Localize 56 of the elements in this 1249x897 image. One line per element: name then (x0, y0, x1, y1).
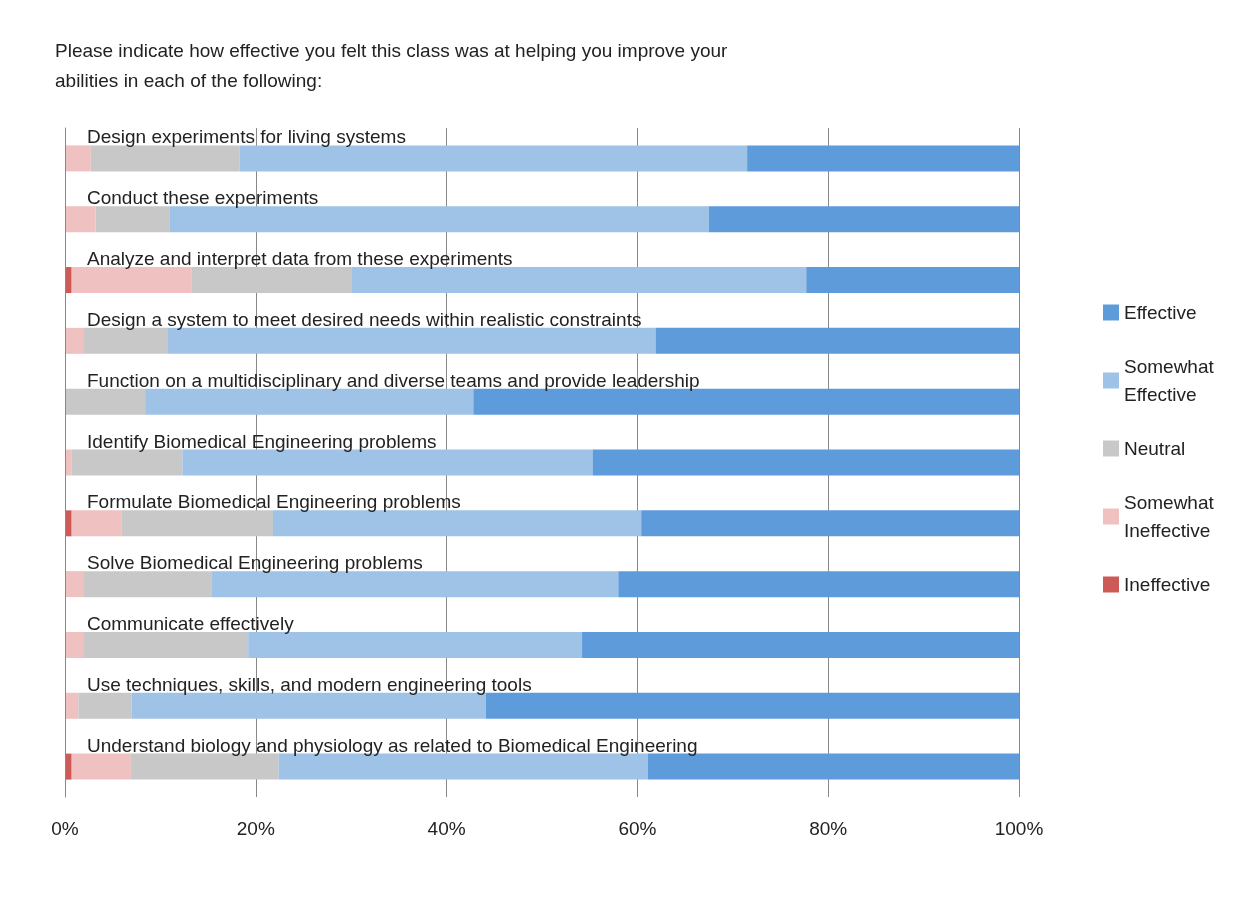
bar (83, 571, 212, 598)
legend-label: Ineffective (1124, 574, 1211, 595)
x-tick-label: 0% (51, 818, 79, 839)
bar (65, 388, 146, 415)
bar (65, 692, 79, 719)
bar (65, 510, 72, 537)
y-tick-label: Conduct these experiments (87, 187, 319, 209)
bar (71, 753, 131, 780)
bar (169, 206, 709, 233)
legend-label: Effective (1124, 302, 1197, 323)
y-tick-label: Communicate effectively (87, 612, 295, 634)
y-tick-label: Design experiments for living systems (87, 126, 406, 148)
bar (95, 206, 170, 233)
x-tick-label: 20% (236, 818, 275, 839)
bar (239, 145, 748, 172)
bar (71, 510, 122, 537)
bar (655, 327, 1019, 354)
legend-label: Somewhat Effective (1124, 356, 1220, 405)
bar (65, 145, 91, 172)
y-tick-label: Analyze and interpret data from these experiments (87, 248, 513, 270)
bar (71, 267, 192, 294)
legend-label: Somewhat Ineffective (1124, 492, 1220, 541)
bar (65, 753, 72, 780)
bar (351, 267, 807, 294)
y-tick-label: Design a system to meet desired needs within realistic constraints (87, 308, 642, 330)
y-tick-label: Understand biology and physiology as related to Biomedical Engineering (87, 734, 698, 756)
bar (65, 571, 84, 598)
bar (191, 267, 352, 294)
y-tick-label: Solve Biomedical Engineering problems (87, 552, 423, 574)
x-tick-label: 100% (994, 818, 1044, 839)
bar (747, 145, 1019, 172)
bar (65, 267, 72, 294)
bar (582, 631, 1019, 658)
x-tick-label: 60% (618, 818, 657, 839)
y-tick-label: Function on a multidisciplinary and diverse teams and provide leadership (87, 369, 700, 391)
x-tick-label: 40% (427, 818, 466, 839)
bar (211, 571, 619, 598)
chart-title: Please indicate how effective you felt this class was at helping you improve your abilities in each of the following: (55, 39, 733, 91)
y-tick-label: Use techniques, skills, and modern engineering tools (87, 673, 532, 695)
bar (592, 449, 1019, 476)
legend-label: Neutral (1124, 438, 1186, 459)
bar (641, 510, 1019, 537)
bar (65, 631, 84, 658)
bar (806, 267, 1019, 294)
y-tick-label: Identify Biomedical Engineering problems (87, 430, 437, 452)
bar (65, 327, 84, 354)
bar (618, 571, 1019, 598)
bar (272, 510, 642, 537)
bar (708, 206, 1019, 233)
bar (121, 510, 273, 537)
bar (65, 206, 96, 233)
y-tick-label: Formulate Biomedical Engineering problems (87, 491, 461, 513)
bar (65, 449, 72, 476)
bar (90, 145, 240, 172)
x-tick-label: 80% (809, 818, 848, 839)
bar (485, 692, 1019, 719)
